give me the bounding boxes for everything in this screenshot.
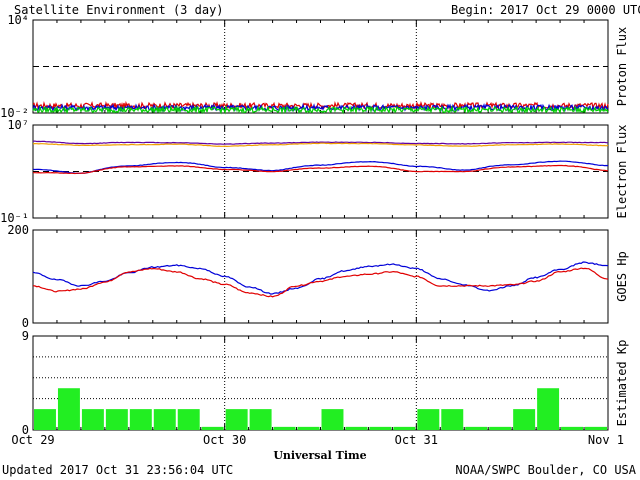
updated-timestamp: Updated 2017 Oct 31 23:56:04 UTC — [2, 463, 233, 477]
kp-bar — [345, 426, 368, 430]
chart-title: Satellite Environment (3 day) — [14, 3, 224, 17]
x-tick-label: Oct 30 — [203, 433, 246, 447]
x-tick-label: Oct 29 — [11, 433, 54, 447]
kp-bar — [417, 409, 440, 430]
kp-bar — [34, 409, 56, 430]
chart-panel-2: 10⁷ 10⁻¹ Electron Flux — [0, 118, 629, 225]
series-red — [33, 164, 609, 175]
kp-bar — [489, 426, 512, 430]
y-axis-label: GOES Hp — [615, 251, 629, 302]
kp-bar — [81, 409, 104, 430]
y-tick-label: 10⁻¹ — [0, 211, 29, 225]
y-axis-label: Estimated Kp — [615, 340, 629, 427]
x-axis-label: Universal Time — [273, 449, 366, 462]
kp-bar — [153, 409, 176, 430]
panel-frame — [32, 124, 609, 219]
kp-bar — [105, 409, 128, 430]
panel-frame — [32, 19, 609, 114]
y-tick-label: 10⁻² — [0, 106, 29, 120]
x-tick-label: Oct 31 — [395, 433, 438, 447]
y-tick-label: 0 — [22, 316, 29, 330]
y-tick-label: 10⁴ — [7, 13, 29, 27]
chart-panel-1: 10⁴ 10⁻² Proton Flux — [0, 13, 629, 120]
y-tick-label: 9 — [22, 329, 29, 343]
kp-bar — [513, 409, 536, 430]
series-purple — [32, 140, 609, 145]
kp-bar — [129, 409, 152, 430]
kp-bar — [297, 426, 320, 430]
kp-bar — [57, 388, 80, 430]
kp-bar — [393, 426, 416, 430]
panel-frame — [32, 335, 609, 431]
y-axis-label: Electron Flux — [615, 125, 629, 219]
chart-panels: 10⁴ 10⁻² Proton Flux 10⁷ 10⁻¹ Electron Flux 20… — [0, 13, 629, 437]
panel-frame — [32, 229, 609, 324]
begin-date: 2017 Oct 29 0000 UTC — [500, 3, 640, 17]
series-red — [32, 267, 609, 298]
kp-bar — [561, 426, 584, 430]
kp-bar — [465, 426, 488, 430]
kp-bar — [441, 409, 464, 430]
chart-panel-4: 9 0 Estimated Kp — [22, 329, 629, 437]
x-tick-label: Nov 1 — [588, 433, 624, 447]
kp-bar — [225, 409, 248, 430]
credit-text: NOAA/SWPC Boulder, CO USA — [455, 463, 636, 477]
y-axis-label: Proton Flux — [615, 27, 629, 106]
kp-bar — [585, 426, 607, 430]
kp-bar — [321, 409, 344, 430]
series-blue — [32, 160, 609, 175]
x-axis: Oct 29 Oct 30 Oct 31 Nov 1 — [11, 433, 624, 447]
kp-bar — [273, 426, 296, 430]
kp-bar — [369, 426, 392, 430]
chart-panel-3: 200 0 GOES Hp — [7, 223, 629, 330]
series-green — [32, 104, 609, 115]
y-tick-label: 0 — [22, 423, 29, 437]
kp-bar — [537, 388, 560, 430]
begin-label: Begin: — [451, 3, 494, 17]
kp-bar — [177, 409, 200, 430]
series-orange — [32, 142, 609, 148]
y-tick-label: 10⁷ — [7, 118, 29, 132]
y-tick-label: 200 — [7, 223, 29, 237]
kp-bar — [201, 426, 224, 430]
kp-bar — [249, 409, 272, 430]
